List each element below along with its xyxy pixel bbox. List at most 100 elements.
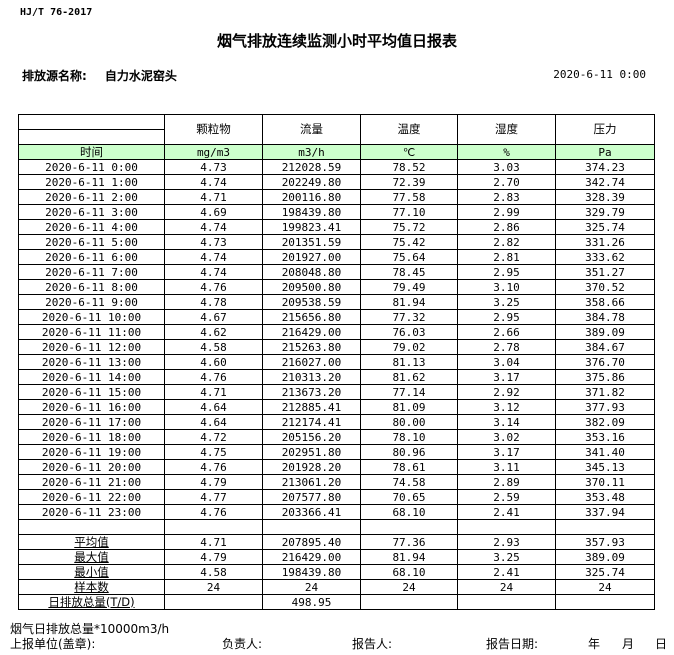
- summary-value: 498.95: [262, 594, 361, 610]
- value-cell: 389.09: [555, 324, 655, 340]
- value-cell: 4.73: [164, 234, 263, 250]
- summary-value: [360, 594, 458, 610]
- summary-row: 日排放总量(T/D) 498.95: [18, 594, 655, 610]
- value-cell: 2.82: [457, 234, 556, 250]
- standard-code: HJ/T 76-2017: [20, 7, 93, 18]
- summary-label: 平均值: [18, 534, 165, 550]
- value-cell: 337.94: [555, 504, 655, 520]
- value-cell: 76.03: [360, 324, 458, 340]
- value-cell: 333.62: [555, 249, 655, 265]
- column-header-1: 流量: [262, 114, 361, 145]
- value-cell: 213061.20: [262, 474, 361, 490]
- value-cell: 3.12: [457, 399, 556, 415]
- table-row: 2020-6-11 21:00 4.79 213061.20 74.58 2.89 370…: [18, 474, 655, 490]
- summary-value: 4.58: [164, 564, 263, 580]
- summary-label-text: 日排放总量(T/D): [48, 594, 135, 609]
- value-cell: 75.42: [360, 234, 458, 250]
- unit-cell: %: [457, 144, 556, 160]
- value-cell: 77.10: [360, 204, 458, 220]
- value-cell: 212885.41: [262, 399, 361, 415]
- value-cell: 2.70: [457, 174, 556, 190]
- table-row: 2020-6-11 4:00 4.74 199823.41 75.72 2.86 325.…: [18, 219, 655, 235]
- value-cell: 212174.41: [262, 414, 361, 430]
- blank-row: [18, 519, 655, 535]
- value-cell: 4.64: [164, 414, 263, 430]
- time-cell: 2020-6-11 2:00: [18, 189, 165, 205]
- header-blank-2: [18, 129, 165, 145]
- table-row: 2020-6-11 10:00 4.67 215656.80 77.32 2.95 384…: [18, 309, 655, 325]
- year-label: 年: [588, 637, 601, 651]
- table-row: 2020-6-11 0:00 4.73 212028.59 78.52 3.03 374.…: [18, 159, 655, 175]
- source-value: 自力水泥窑头: [104, 69, 177, 83]
- blank-cell: [360, 519, 458, 535]
- table-row: 2020-6-11 13:00 4.60 216027.00 81.13 3.04 376…: [18, 354, 655, 370]
- table-row: 2020-6-11 1:00 4.74 202249.80 72.39 2.70 342.…: [18, 174, 655, 190]
- unit-cell: Pa: [555, 144, 655, 160]
- month-label: 月: [622, 637, 635, 651]
- table-row: 2020-6-11 17:00 4.64 212174.41 80.00 3.14 382…: [18, 414, 655, 430]
- value-cell: 4.72: [164, 429, 263, 445]
- source-label: 排放源名称:: [22, 69, 87, 83]
- value-cell: 81.94: [360, 294, 458, 310]
- summary-label: 样本数: [18, 579, 165, 595]
- unit-row: 时间 mg/m3 m3/h ℃% Pa: [18, 144, 655, 160]
- value-cell: 4.78: [164, 294, 263, 310]
- responsible-label: 负责人:: [222, 637, 263, 651]
- value-cell: 384.67: [555, 339, 655, 355]
- summary-value: 4.79: [164, 549, 263, 565]
- value-cell: 4.71: [164, 189, 263, 205]
- value-cell: 4.62: [164, 324, 263, 340]
- summary-row: 样本数 24 24 24 24 24: [18, 579, 655, 595]
- value-cell: 4.60: [164, 354, 263, 370]
- value-cell: 2.78: [457, 339, 556, 355]
- time-cell: 2020-6-11 16:00: [18, 399, 165, 415]
- footer-note: 烟气日排放总量*10000m3/h: [10, 622, 170, 636]
- blank-cell: [164, 519, 263, 535]
- time-cell: 2020-6-11 9:00: [18, 294, 165, 310]
- summary-value: [457, 594, 556, 610]
- summary-value: 325.74: [555, 564, 655, 580]
- value-cell: 3.17: [457, 444, 556, 460]
- time-cell: 2020-6-11 23:00: [18, 504, 165, 520]
- summary-value: 81.94: [360, 549, 458, 565]
- value-cell: 200116.80: [262, 189, 361, 205]
- value-cell: 4.74: [164, 249, 263, 265]
- value-cell: 216429.00: [262, 324, 361, 340]
- value-cell: 377.93: [555, 399, 655, 415]
- value-cell: 4.74: [164, 174, 263, 190]
- unit-cell: mg/m3: [164, 144, 263, 160]
- table-row: 2020-6-11 5:00 4.73 201351.59 75.42 2.82 331.…: [18, 234, 655, 250]
- time-cell: 2020-6-11 8:00: [18, 279, 165, 295]
- time-cell: 2020-6-11 6:00: [18, 249, 165, 265]
- value-cell: 3.02: [457, 429, 556, 445]
- value-cell: 2.86: [457, 219, 556, 235]
- summary-value: 68.10: [360, 564, 458, 580]
- value-cell: 213673.20: [262, 384, 361, 400]
- value-cell: 201928.20: [262, 459, 361, 475]
- column-header-2: 温度: [360, 114, 458, 145]
- time-cell: 2020-6-11 11:00: [18, 324, 165, 340]
- value-cell: 2.89: [457, 474, 556, 490]
- table-row: 2020-6-11 11:00 4.62 216429.00 76.03 2.66 389…: [18, 324, 655, 340]
- column-header-0: 颗粒物: [164, 114, 263, 145]
- value-cell: 207577.80: [262, 489, 361, 505]
- summary-value: 3.25: [457, 549, 556, 565]
- source-info: 排放源名称: 自力水泥窑头: [22, 67, 195, 84]
- value-cell: 375.86: [555, 369, 655, 385]
- value-cell: 353.48: [555, 489, 655, 505]
- unit-cell: m3/h: [262, 144, 361, 160]
- value-cell: 341.40: [555, 444, 655, 460]
- value-cell: 328.39: [555, 189, 655, 205]
- table-row: 2020-6-11 23:00 4.76 203366.41 68.10 2.41 337…: [18, 504, 655, 520]
- time-cell: 2020-6-11 22:00: [18, 489, 165, 505]
- table-row: 2020-6-11 19:00 4.75 202951.80 80.96 3.17 341…: [18, 444, 655, 460]
- value-cell: 77.32: [360, 309, 458, 325]
- unit-label: 上报单位(盖章):: [10, 637, 96, 651]
- time-cell: 2020-6-11 21:00: [18, 474, 165, 490]
- value-cell: 370.11: [555, 474, 655, 490]
- time-header: 时间: [18, 144, 165, 160]
- table-row: 2020-6-11 8:00 4.76 209500.80 79.49 3.10 370.…: [18, 279, 655, 295]
- summary-value: 24: [164, 579, 263, 595]
- value-cell: 212028.59: [262, 159, 361, 175]
- column-header-3: 湿度: [457, 114, 556, 145]
